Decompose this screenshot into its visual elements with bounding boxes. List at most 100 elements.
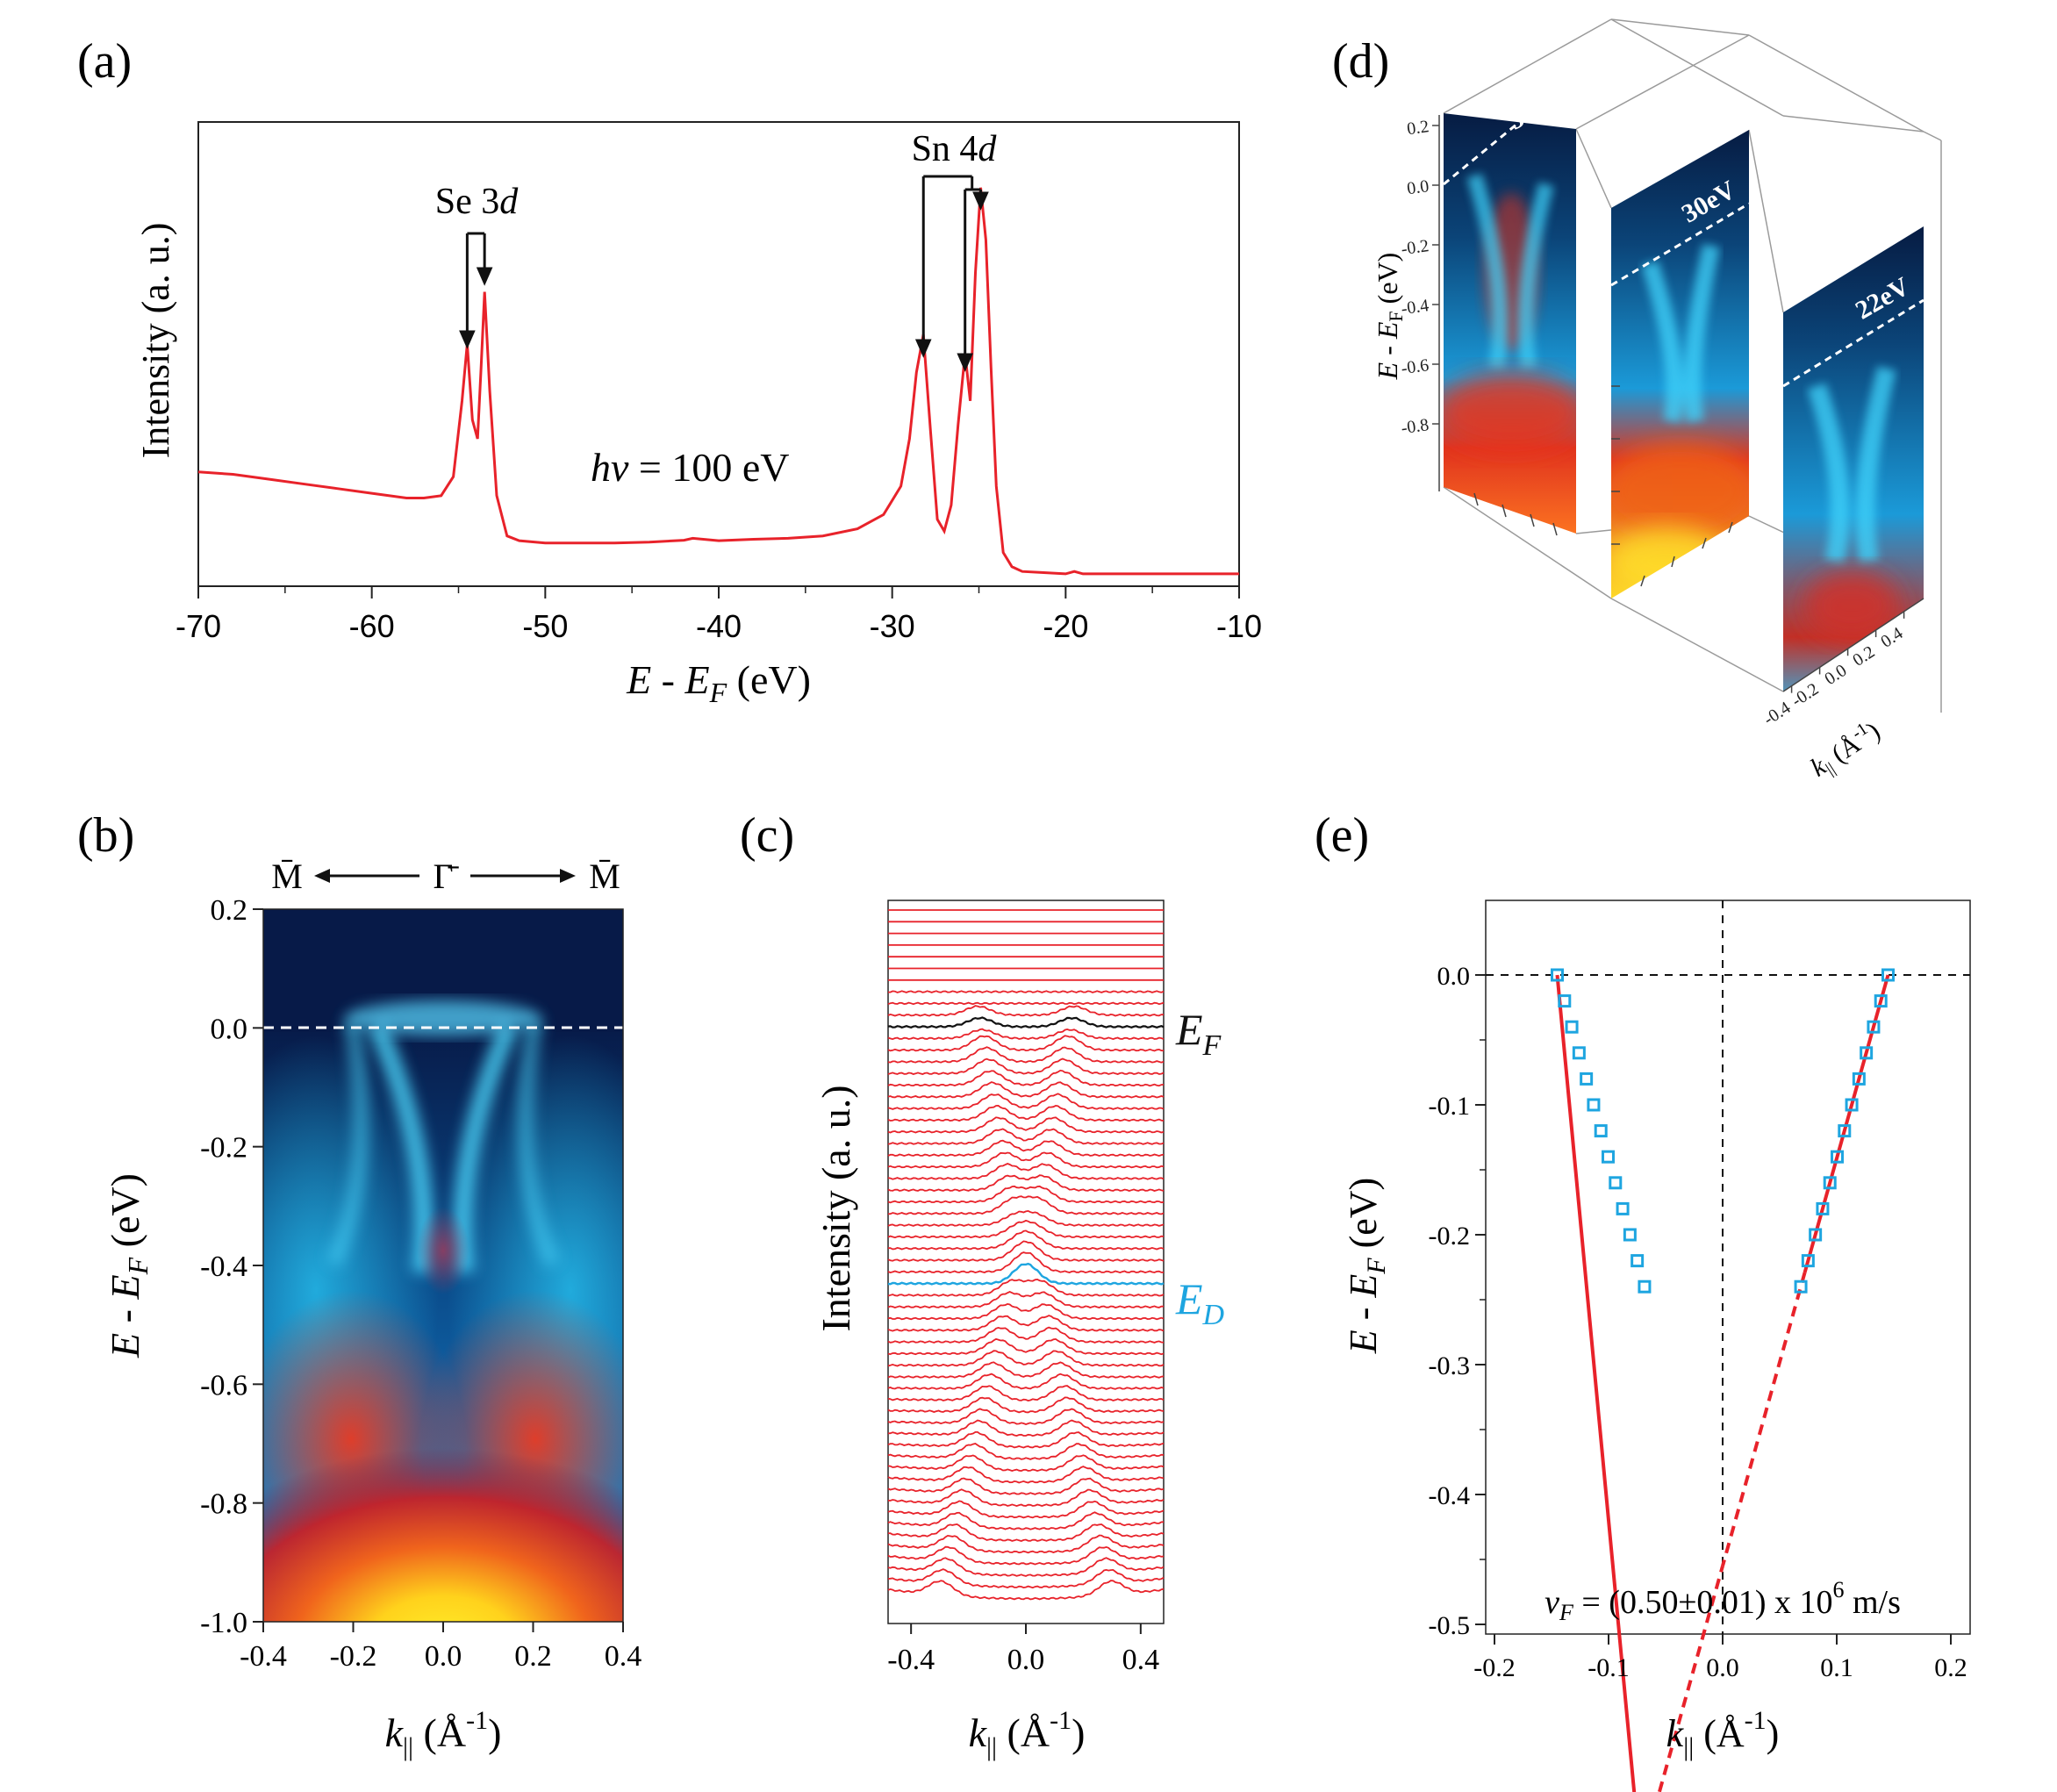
panel-e: (e) 0.0-0.1-0.2-0.3-0.4-0.5 -0.2 -0.1 0.0 0… [1315,808,1971,1792]
b-xtick-label: 0.0 [425,1640,462,1673]
panel-d-ylabel: E - EF (eV) [1372,253,1407,381]
b-xtick-label: 0.4 [605,1640,642,1673]
e-ytick-label: -0.3 [1429,1351,1471,1380]
arrowhead-m-left [314,869,330,883]
edc-curve [887,1361,1165,1379]
panel-e-xlabel: k|| (Å-1) [1666,1706,1780,1761]
b-xtick-label: -0.4 [240,1640,287,1673]
data-point-left [1631,1254,1645,1268]
edc-curve [887,1209,1165,1227]
edc-curve [887,1278,1165,1297]
panel-label-a: (a) [77,34,132,89]
b-ytick-label: 0.0 [211,1013,248,1045]
edc-curve [887,1128,1165,1145]
panel-a-x-tick-labels: -70 -60 -50 -40 -30 -20 -10 [176,608,1262,644]
data-point-right [1831,1150,1844,1164]
edc-curve [887,1511,1165,1530]
fermi-velocity-annotation: vF = (0.50±0.01) x 106 m/s [1545,1577,1901,1625]
edc-curve [887,1477,1165,1495]
panel-b-y-ticks: 0.2 0.0 -0.2 -0.4 -0.6 -0.8 -1.0 [200,894,263,1639]
panel-c: (c) -0.4 0.0 0.4 Intensity (a. u.) EF ED k… [740,808,1225,1761]
arrowhead [914,339,932,358]
e-ytick-label: -0.5 [1429,1611,1471,1640]
panel-d-box-outline [1443,18,1942,713]
edc-curve [887,1337,1165,1356]
panel-c-ylabel: Intensity (a. u.) [813,1085,858,1331]
panel-label-c: (c) [740,808,794,863]
edc-curve [887,1185,1165,1204]
panel-e-ylabel: E - EF (eV) [1342,1178,1391,1354]
panel-d: (d) [1332,18,1942,785]
panel-b-xlabel: k|| (Å-1) [385,1706,502,1761]
edc-curve [887,1466,1165,1484]
annotation-sn4d: Sn 4d [912,129,998,169]
label-dirac-energy: ED [1175,1274,1225,1331]
e-xtick-label: 0.1 [1820,1653,1853,1682]
edc-curve [887,1251,1165,1274]
edc-curve [887,1557,1165,1577]
edc-curve [887,1488,1165,1508]
edc-curve [887,1385,1165,1402]
slice-34ev-image [1444,113,1576,534]
data-point-left [1551,968,1564,982]
edc-curve [887,1580,1165,1601]
data-point-left [1580,1072,1594,1086]
edc-curve [887,1326,1165,1344]
edc-curve [887,1523,1165,1542]
panel-d-xlabel: k|| (Å-1) [1804,714,1888,785]
label-m-right: M̄ [589,857,620,896]
d-ytick-label: 0.0 [1406,176,1430,198]
panel-label-e: (e) [1315,808,1369,863]
arrowhead [476,267,493,286]
panel-d-y-axis: 0.2 0.0 -0.2 -0.4 -0.6 -0.8 E - EF (eV) [1372,115,1440,491]
annotation-sn4d-arrows [914,175,989,372]
arrowhead [957,353,973,372]
edc-curve [887,1454,1165,1473]
panel-a-frame [197,121,1240,587]
e-xtick-label: -0.1 [1588,1653,1630,1682]
data-point-right [1852,1072,1866,1086]
edc-curve [887,1500,1165,1519]
data-point-left [1587,1098,1601,1112]
panel-c-xlabel: k|| (Å-1) [969,1706,1086,1761]
arrowhead [459,330,476,349]
panel-b: (b) M̄ Γ̄ M̄ 0.20.0-0.2-0.4-0.6-0 [77,808,642,1761]
c-xtick-label: 0.4 [1122,1644,1160,1676]
data-point-left [1609,1176,1623,1190]
fit-line-left-dashed [1657,1565,1724,1792]
edc-curve [887,1545,1165,1566]
data-point-right [1845,1098,1859,1112]
data-point-right [1867,1020,1881,1034]
d-ytick-label: 0.2 [1406,117,1430,139]
a-xtick-label: -10 [1216,608,1262,644]
panel-e-data-points [1551,968,1895,1294]
panel-a: (a) -70 -60 -50 -40 -30 -20 -10 Intensity (a. … [77,34,1262,708]
data-point-right [1874,994,1888,1008]
panel-d-fermi-lines [1443,74,1924,388]
annotation-se3d-arrows [459,232,493,349]
edc-curve [887,1081,1165,1099]
b-ytick-label: 0.2 [211,894,248,927]
edc-curve [887,1104,1165,1122]
edc-curve [887,1534,1165,1554]
panel-a-x-ticks [197,586,1240,599]
panel-e-linear-fit [1555,974,1890,1792]
edc-curve [887,1174,1165,1192]
panel-b-arpes-image [263,909,623,1622]
label-m-left: M̄ [271,857,303,896]
label-gamma: Γ̄ [433,857,459,896]
edc-curve [887,1431,1165,1449]
b-ytick-label: -0.8 [200,1488,247,1521]
e-ytick-label: -0.4 [1429,1481,1471,1510]
b-xtick-label: 0.2 [514,1640,552,1673]
e-ytick-label: 0.0 [1437,962,1471,991]
edc-curve [887,1262,1165,1286]
d-xtick-label: 0.2 [1849,642,1878,670]
arrowhead-m-right [560,869,576,883]
d-ytick-label: -0.6 [1400,355,1430,378]
a-xtick-label: -60 [349,608,395,644]
slice-30ev-image [1611,130,1749,599]
edc-curve [887,1373,1165,1390]
edc-curve [887,1069,1165,1087]
